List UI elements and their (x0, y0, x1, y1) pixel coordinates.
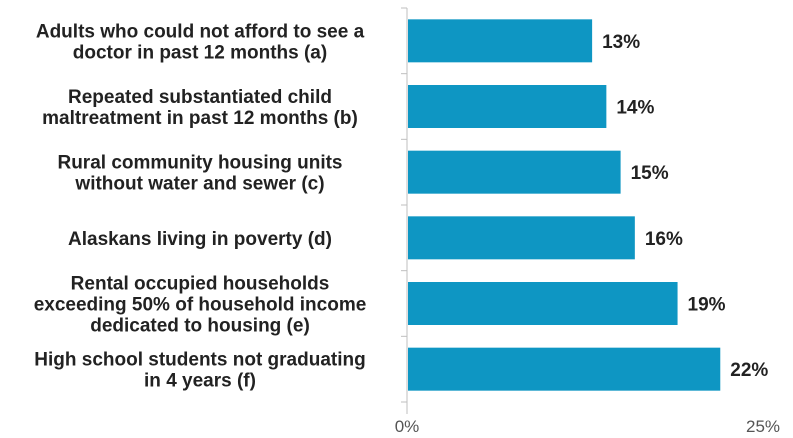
category-label: Repeated substantiated child maltreatment… (42, 87, 358, 129)
data-label: 13% (602, 32, 640, 53)
category-label: Rural community housing units without wat… (57, 153, 342, 195)
bar (408, 216, 635, 260)
category-label: Alaskans living in poverty (d) (68, 229, 332, 250)
bar (408, 85, 607, 128)
data-label: 19% (688, 295, 726, 316)
bar (408, 150, 621, 194)
data-label: 14% (616, 98, 654, 119)
x-tick-label: 0% (395, 417, 420, 436)
bar (408, 19, 593, 63)
data-label: 15% (631, 163, 669, 184)
x-tick-label: 25% (746, 417, 780, 436)
data-label: 16% (645, 229, 683, 250)
axis-layer: 0% 25% (395, 7, 780, 436)
bars-layer (408, 19, 721, 391)
bar (408, 282, 678, 325)
bar (408, 347, 721, 391)
data-label: 22% (730, 360, 768, 381)
category-label: High school students not graduating in 4 … (34, 350, 365, 392)
category-label: Adults who could not afford to see a doct… (36, 21, 365, 63)
category-label: Rental occupied households exceeding 50% … (34, 274, 367, 337)
